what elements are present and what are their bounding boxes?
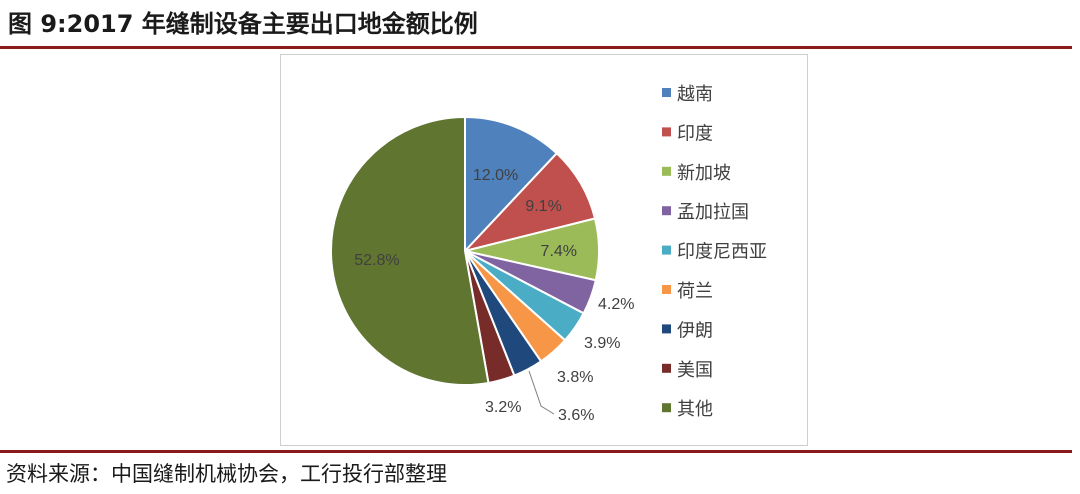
legend-label: 美国 [677, 360, 713, 381]
legend-label: 新加坡 [677, 163, 731, 184]
data-label: 3.2% [485, 399, 521, 416]
legend-label: 其他 [677, 399, 713, 420]
pie-slice [330, 115, 490, 386]
leader-lines [528, 370, 555, 415]
legend-swatch [662, 403, 671, 413]
legend-entry: 越南 [662, 84, 713, 105]
legend-entry: 其他 [662, 399, 713, 420]
legend-entry: 印度 [662, 123, 713, 144]
legend-label: 荷兰 [677, 281, 713, 302]
legend-label: 印度 [677, 123, 713, 144]
data-label: 3.8% [557, 369, 593, 386]
legend-label: 孟加拉国 [677, 202, 749, 223]
data-label: 52.8% [354, 252, 399, 269]
legend-label: 伊朗 [677, 320, 713, 341]
legend-entry: 荷兰 [662, 281, 713, 302]
legend-swatch [662, 245, 671, 255]
data-label: 3.9% [584, 335, 620, 352]
legend-swatch [662, 127, 671, 137]
legend-swatch [662, 324, 671, 334]
chart-frame [280, 54, 808, 446]
legend-label: 越南 [677, 84, 713, 105]
legend-swatch [662, 285, 671, 294]
data-label: 12.0% [473, 167, 518, 184]
data-label: 3.6% [558, 407, 594, 424]
legend-swatch [662, 166, 671, 176]
legend-swatch [662, 88, 671, 97]
legend-entry: 印度尼西亚 [662, 242, 767, 263]
legend-entry: 伊朗 [662, 320, 713, 341]
source-note: 资料来源：中国缝制机械协会，工行投行部整理 [6, 462, 447, 486]
legend-swatch [662, 363, 671, 373]
data-label: 7.4% [541, 243, 577, 260]
title-rule [0, 46, 1072, 49]
data-label: 4.2% [598, 296, 634, 313]
legend-entry: 新加坡 [662, 163, 731, 184]
legend-label: 印度尼西亚 [677, 242, 767, 263]
figure-title: 图 9:2017 年缝制设备主要出口地金额比例 [8, 10, 478, 38]
data-label: 9.1% [525, 198, 561, 215]
data-labels: 12.0% 9.1% 7.4% 4.2% 3.9% 3.8% 3.6% 3.2% 52.8% [354, 167, 634, 424]
legend-swatch [662, 206, 671, 216]
pie-slice [464, 115, 559, 254]
source-rule [0, 450, 1072, 453]
legend-entry: 孟加拉国 [662, 202, 749, 223]
leader-line [528, 370, 555, 415]
pie-slices [330, 115, 600, 386]
legend-entry: 美国 [662, 360, 713, 381]
